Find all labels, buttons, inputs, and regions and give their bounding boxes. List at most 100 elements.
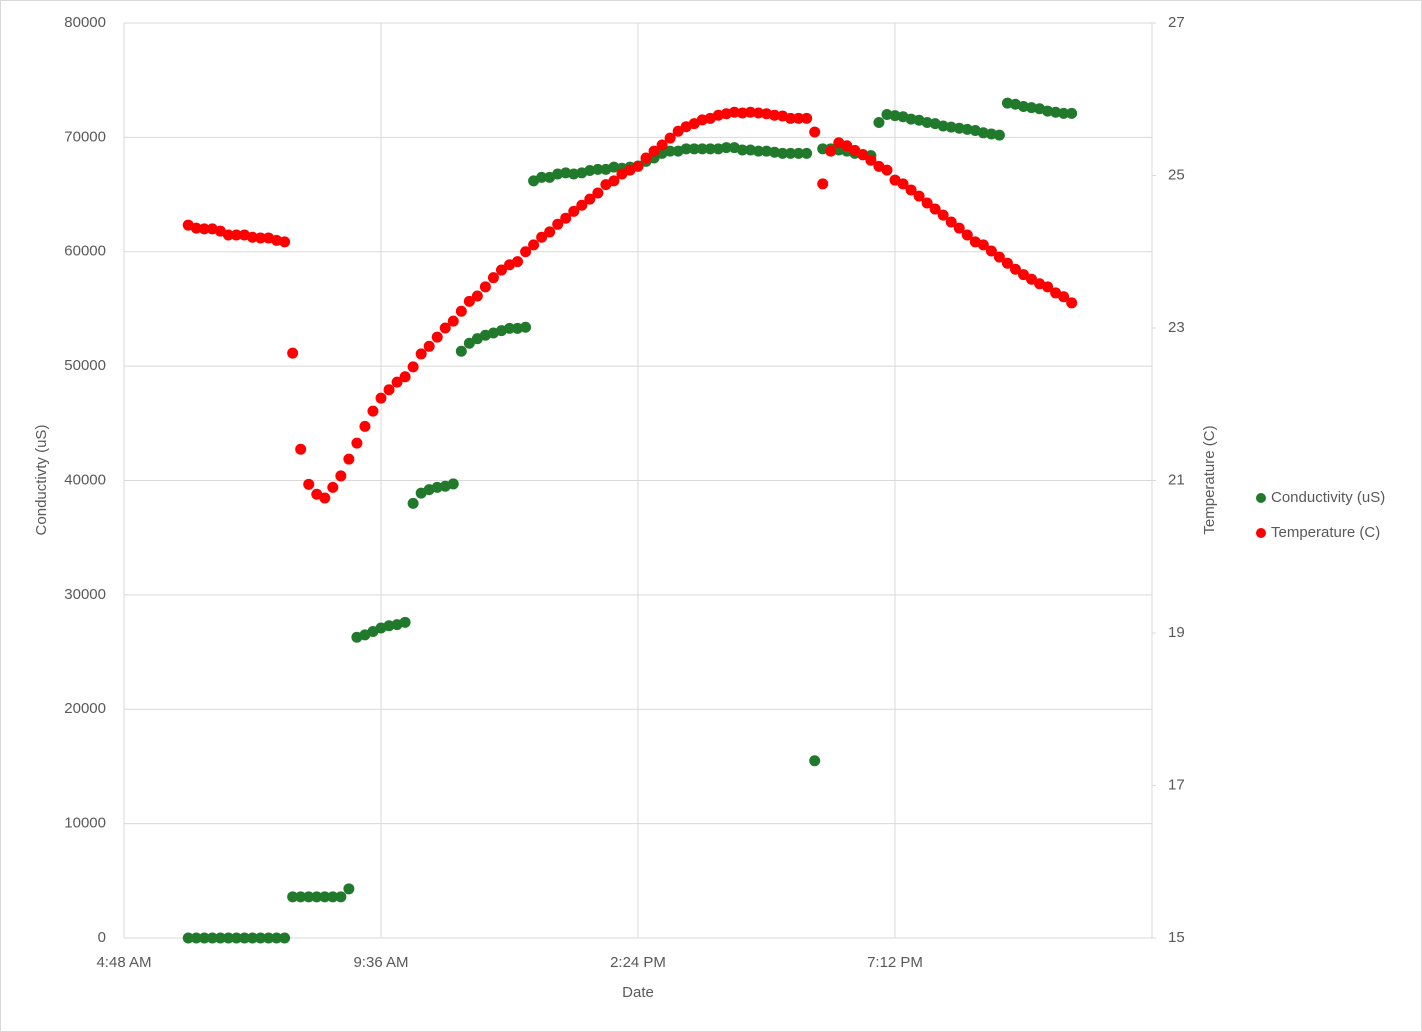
data-point: [190, 932, 202, 944]
data-point: [913, 190, 925, 202]
data-point: [303, 478, 315, 490]
y-tick-label: 30000: [64, 586, 106, 603]
data-point: [431, 331, 443, 343]
x-axis-title: Date: [622, 984, 654, 1001]
data-point: [680, 143, 692, 155]
y-tick-label: 20000: [64, 700, 106, 717]
data-point: [479, 281, 491, 293]
data-point: [198, 932, 210, 944]
data-point: [1058, 107, 1070, 119]
data-point: [761, 145, 772, 157]
data-point: [552, 168, 564, 180]
x-tick-label: 4:48 AM: [96, 954, 151, 971]
data-point: [897, 178, 909, 190]
data-point: [881, 109, 893, 120]
data-point: [520, 246, 532, 258]
data-point: [945, 216, 957, 228]
y2-axis-title: Temperature (C): [1201, 425, 1218, 534]
data-point: [520, 321, 532, 333]
data-point: [993, 129, 1005, 141]
legend-label: Conductivity (uS): [1271, 489, 1385, 506]
data-point: [375, 392, 387, 404]
data-point: [367, 405, 379, 417]
grid: [123, 22, 1156, 939]
data-point: [857, 149, 869, 161]
data-point: [383, 620, 395, 632]
data-point: [399, 371, 411, 383]
data-point: [512, 256, 524, 268]
data-point: [744, 144, 756, 156]
data-point: [230, 932, 242, 944]
y-axis-title: Conductivty (uS): [33, 425, 50, 536]
data-point: [937, 120, 949, 132]
y-tick-label: 70000: [64, 128, 106, 145]
data-point: [295, 891, 307, 903]
data-point: [1001, 97, 1013, 109]
data-point: [423, 340, 435, 352]
data-point: [656, 139, 668, 151]
data-point: [222, 229, 234, 241]
data-point: [303, 891, 315, 903]
data-point: [206, 932, 218, 944]
data-point: [1009, 263, 1021, 275]
data-point: [873, 117, 885, 129]
x-tick-label: 7:12 PM: [867, 954, 923, 971]
data-point: [769, 146, 781, 158]
data-point: [937, 209, 949, 221]
data-point: [214, 932, 226, 944]
data-point: [407, 361, 419, 373]
data-point: [182, 932, 194, 944]
data-point: [801, 112, 813, 124]
data-point: [487, 272, 499, 284]
data-point: [977, 239, 989, 251]
y2-tick-label: 19: [1168, 624, 1185, 641]
data-point: [552, 218, 564, 230]
data-point: [327, 891, 339, 903]
data-point: [785, 147, 797, 159]
data-point: [287, 347, 299, 359]
data-point: [255, 232, 267, 244]
data-point: [728, 106, 740, 118]
y-tick-label: 60000: [64, 243, 106, 260]
data-point: [190, 222, 202, 234]
data-point: [1001, 257, 1013, 269]
data-point: [455, 345, 467, 357]
data-point: [415, 348, 427, 360]
y2-tick-label: 27: [1168, 14, 1185, 31]
data-point: [343, 883, 355, 895]
data-point: [648, 145, 660, 157]
data-point: [399, 616, 411, 628]
data-point: [1026, 102, 1038, 114]
data-point: [536, 171, 548, 183]
data-point: [905, 184, 917, 196]
data-point: [230, 229, 242, 241]
data-point: [664, 145, 676, 157]
data-point: [343, 453, 355, 465]
data-point: [568, 168, 580, 180]
data-point: [720, 142, 732, 154]
data-point: [359, 420, 371, 432]
y-tick-label: 40000: [64, 471, 106, 488]
data-point: [222, 932, 234, 944]
y2-tick-label: 23: [1168, 319, 1185, 336]
data-point: [640, 152, 652, 164]
data-point: [921, 117, 933, 129]
data-point: [977, 127, 989, 139]
data-point: [471, 290, 483, 302]
data-point: [391, 376, 403, 388]
data-point: [736, 107, 748, 119]
x-tick-label: 2:24 PM: [610, 954, 666, 971]
data-point: [929, 203, 941, 215]
data-point: [1058, 291, 1070, 303]
data-point: [1042, 281, 1054, 293]
data-point: [1042, 105, 1054, 117]
data-point: [311, 891, 323, 903]
data-point: [688, 143, 700, 155]
data-point: [335, 470, 347, 482]
data-point: [319, 492, 331, 504]
y-tick-label: 0: [98, 929, 106, 946]
data-point: [769, 109, 781, 121]
data-point: [921, 197, 933, 209]
data-point: [945, 121, 957, 133]
data-point: [528, 239, 540, 251]
